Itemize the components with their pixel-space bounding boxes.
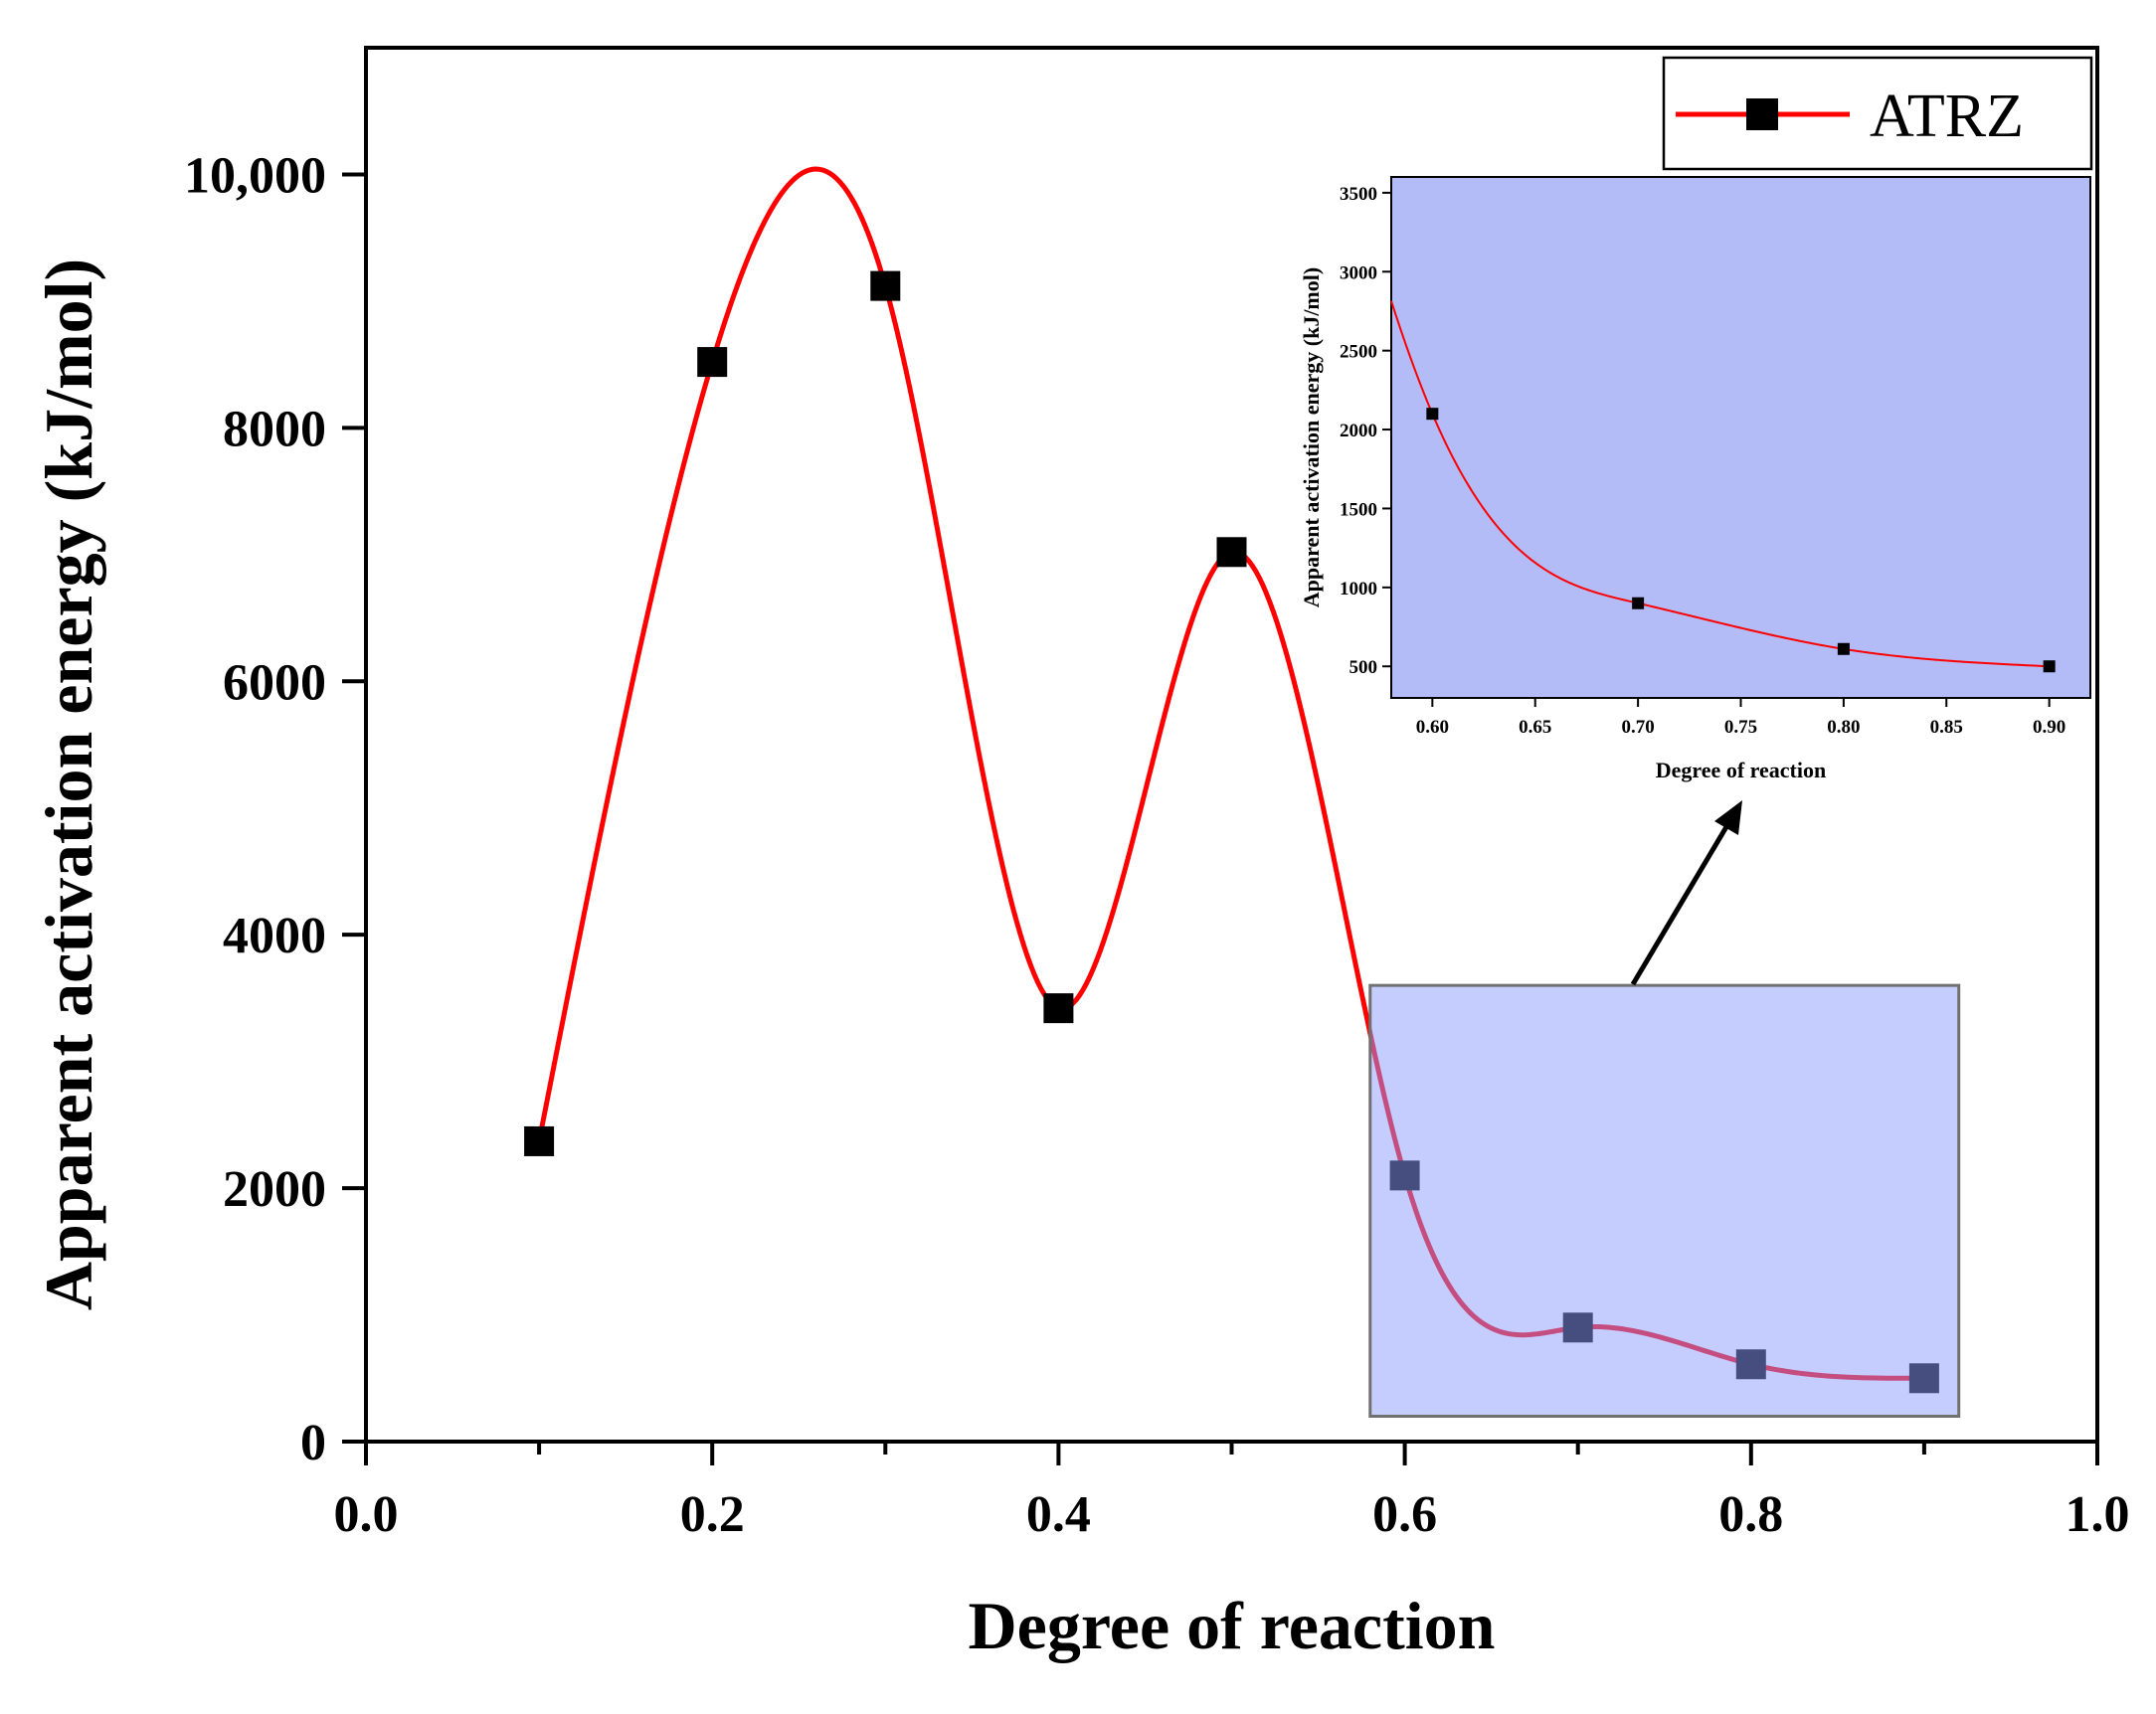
legend-marker-swatch bbox=[1746, 98, 1778, 130]
inset-x-tick-label: 0.70 bbox=[1621, 717, 1654, 738]
y-axis-ticks: 0 2000 4000 6000 8000 10,000 bbox=[184, 147, 366, 1471]
legend: ATRZ bbox=[1662, 56, 2093, 171]
inset-series-markers bbox=[1426, 408, 2056, 673]
inset-x-axis-label: Degree of reaction bbox=[1656, 758, 1826, 782]
inset-data-point bbox=[1426, 408, 1439, 421]
zoom-arrow-shaft bbox=[1630, 823, 1730, 986]
inset-y-tick-label: 3000 bbox=[1340, 262, 1377, 283]
y-tick-label: 10,000 bbox=[184, 147, 326, 204]
legend-label: ATRZ bbox=[1870, 83, 2024, 150]
inset-y-tick-label: 2500 bbox=[1340, 342, 1377, 363]
data-point bbox=[1216, 537, 1247, 568]
inset-data-point bbox=[1632, 597, 1645, 609]
inset-y-tick-label: 2000 bbox=[1340, 421, 1377, 441]
zoom-arrow-head bbox=[1714, 800, 1742, 835]
y-tick-label: 6000 bbox=[223, 654, 326, 711]
inset-x-tick-label: 0.75 bbox=[1724, 717, 1757, 738]
y-tick-label: 4000 bbox=[223, 908, 326, 964]
inset-plot: 0.60 0.65 0.70 0.75 0.80 0.85 0.90 500 1000 1500… bbox=[1299, 176, 2091, 782]
x-tick-label: 0.8 bbox=[1718, 1486, 1783, 1543]
inset-x-tick-label: 0.65 bbox=[1519, 717, 1551, 738]
x-tick-label: 1.0 bbox=[2066, 1486, 2130, 1543]
inset-x-tick-label: 0.60 bbox=[1416, 717, 1449, 738]
inset-data-point bbox=[2043, 660, 2056, 673]
inset-x-tick-label: 0.80 bbox=[1827, 717, 1860, 738]
inset-y-tick-label: 3500 bbox=[1340, 184, 1377, 205]
inset-y-axis-ticks: 500 1000 1500 2000 2500 3000 3500 bbox=[1340, 184, 1391, 678]
y-axis-label: Apparent activation energy (kJ/mol) bbox=[31, 258, 106, 1310]
zoom-region bbox=[1368, 983, 1961, 1419]
y-tick-label: 0 bbox=[300, 1415, 326, 1471]
y-tick-label: 2000 bbox=[223, 1161, 326, 1218]
data-point bbox=[870, 270, 901, 301]
inset-y-tick-label: 1500 bbox=[1340, 499, 1377, 520]
data-point bbox=[524, 1125, 555, 1156]
main-plot: 0.0 0.2 0.4 0.6 0.8 1.0 0 2000 4000 6000 8000 10,0… bbox=[31, 46, 2130, 1663]
zoom-arrow bbox=[1630, 800, 1742, 986]
inset-y-tick-label: 500 bbox=[1349, 657, 1378, 678]
x-tick-label: 0.6 bbox=[1372, 1486, 1437, 1543]
data-point bbox=[1043, 993, 1074, 1024]
inset-series-line bbox=[1390, 300, 2050, 668]
inset-x-axis-ticks: 0.60 0.65 0.70 0.75 0.80 0.85 0.90 bbox=[1416, 698, 2066, 738]
inset-background bbox=[1391, 177, 2090, 698]
x-axis-label: Degree of reaction bbox=[969, 1588, 1496, 1663]
x-tick-label: 0.2 bbox=[680, 1486, 745, 1543]
x-axis-ticks: 0.0 0.2 0.4 0.6 0.8 1.0 bbox=[334, 1442, 2130, 1543]
inset-data-point bbox=[1837, 642, 1850, 655]
inset-x-tick-label: 0.90 bbox=[2033, 717, 2066, 738]
data-point bbox=[697, 347, 728, 378]
inset-x-tick-label: 0.85 bbox=[1930, 717, 1963, 738]
x-tick-label: 0.0 bbox=[334, 1486, 399, 1543]
x-tick-label: 0.4 bbox=[1026, 1486, 1091, 1543]
inset-y-axis-label: Apparent activation energy (kJ/mol) bbox=[1299, 267, 1324, 607]
inset-y-tick-label: 1000 bbox=[1340, 579, 1377, 600]
y-tick-label: 8000 bbox=[223, 401, 326, 457]
